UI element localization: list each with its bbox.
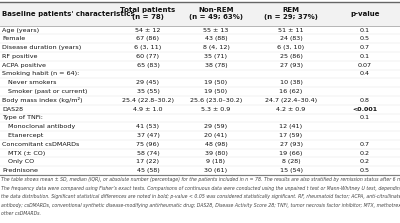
- Text: 19 (50): 19 (50): [204, 80, 228, 85]
- Text: 5.3 ± 0.9: 5.3 ± 0.9: [201, 107, 231, 112]
- Text: 48 (98): 48 (98): [205, 142, 227, 147]
- Text: Age (years): Age (years): [2, 27, 39, 33]
- Text: 17 (59): 17 (59): [280, 133, 302, 138]
- Text: other csDMARDs.: other csDMARDs.: [1, 211, 41, 216]
- Text: 29 (45): 29 (45): [136, 80, 160, 85]
- Text: 0.5: 0.5: [360, 168, 370, 173]
- Text: 0.1: 0.1: [360, 27, 370, 33]
- Text: 19 (66): 19 (66): [279, 151, 303, 156]
- Text: 6 (3, 11): 6 (3, 11): [134, 45, 162, 50]
- Text: 6 (3, 10): 6 (3, 10): [278, 45, 304, 50]
- Text: 0.2: 0.2: [360, 151, 370, 156]
- Text: 8 (28): 8 (28): [282, 159, 300, 164]
- Text: 20 (41): 20 (41): [204, 133, 228, 138]
- Text: 25.4 (22.8–30.2): 25.4 (22.8–30.2): [122, 98, 174, 103]
- Text: Disease duration (years): Disease duration (years): [2, 45, 81, 50]
- Text: 39 (80): 39 (80): [204, 151, 228, 156]
- Text: 45 (58): 45 (58): [137, 168, 159, 173]
- Text: RF positive: RF positive: [2, 54, 38, 59]
- Text: 35 (71): 35 (71): [204, 54, 228, 59]
- Text: 0.1: 0.1: [360, 54, 370, 59]
- Text: <0.001: <0.001: [352, 107, 378, 112]
- Text: 0.07: 0.07: [358, 63, 372, 68]
- Text: The table shows mean ± SD, median (IQR), or absolute number (percentage) for the: The table shows mean ± SD, median (IQR),…: [1, 177, 400, 182]
- Text: 15 (54): 15 (54): [280, 168, 302, 173]
- Bar: [0, 2, 400, 26]
- Text: Smoker (past or current): Smoker (past or current): [2, 89, 87, 94]
- Text: 58 (74): 58 (74): [137, 151, 159, 156]
- Text: 35 (55): 35 (55): [136, 89, 160, 94]
- Text: The frequency data were compared using Fisher’s exact tests. Comparisons of cont: The frequency data were compared using F…: [1, 186, 400, 191]
- Text: MTX (± CO): MTX (± CO): [2, 151, 45, 156]
- Text: 24.7 (22.4–30.4): 24.7 (22.4–30.4): [265, 98, 317, 103]
- Text: 12 (41): 12 (41): [280, 124, 302, 129]
- Text: 60 (77): 60 (77): [136, 54, 160, 59]
- Text: 27 (93): 27 (93): [280, 142, 302, 147]
- Text: 4.9 ± 1.0: 4.9 ± 1.0: [133, 107, 163, 112]
- Text: DAS28: DAS28: [2, 107, 23, 112]
- Text: 10 (38): 10 (38): [280, 80, 302, 85]
- Text: 38 (78): 38 (78): [205, 63, 227, 68]
- Text: 0.2: 0.2: [360, 159, 370, 164]
- Text: 65 (83): 65 (83): [136, 63, 160, 68]
- Text: 67 (86): 67 (86): [136, 36, 160, 41]
- Text: Prednisone: Prednisone: [2, 168, 38, 173]
- Text: 19 (50): 19 (50): [204, 89, 228, 94]
- Text: p-value: p-value: [350, 11, 380, 17]
- Text: 29 (59): 29 (59): [204, 124, 228, 129]
- Text: 17 (22): 17 (22): [136, 159, 160, 164]
- Text: 37 (47): 37 (47): [136, 133, 160, 138]
- Text: Baseline patients' characteristics: Baseline patients' characteristics: [2, 11, 135, 17]
- Text: 27 (93): 27 (93): [280, 63, 302, 68]
- Text: 0.7: 0.7: [360, 142, 370, 147]
- Text: Never smokers: Never smokers: [2, 80, 56, 85]
- Text: 30 (61): 30 (61): [204, 168, 228, 173]
- Text: Total patients
(n = 78): Total patients (n = 78): [120, 7, 176, 21]
- Text: 43 (88): 43 (88): [205, 36, 227, 41]
- Text: REM
(n = 29; 37%): REM (n = 29; 37%): [264, 7, 318, 21]
- Text: antibody; csDMARDs, conventional synthetic disease-modifying antirheumatic drug;: antibody; csDMARDs, conventional synthet…: [1, 203, 400, 208]
- Text: Monoclonal antibody: Monoclonal antibody: [2, 124, 75, 129]
- Text: Etanercept: Etanercept: [2, 133, 43, 138]
- Text: ACPA positive: ACPA positive: [2, 63, 46, 68]
- Text: Body mass index (kg/m²): Body mass index (kg/m²): [2, 97, 82, 103]
- Text: 24 (83): 24 (83): [280, 36, 302, 41]
- Text: 41 (53): 41 (53): [136, 124, 160, 129]
- Text: Female: Female: [2, 36, 25, 41]
- Text: Non-REM
(n = 49; 63%): Non-REM (n = 49; 63%): [189, 7, 243, 21]
- Text: 0.4: 0.4: [360, 72, 370, 76]
- Text: 16 (62): 16 (62): [279, 89, 303, 94]
- Text: Only CO: Only CO: [2, 159, 34, 164]
- Text: 55 ± 13: 55 ± 13: [203, 27, 229, 33]
- Text: Smoking habit (n = 64):: Smoking habit (n = 64):: [2, 72, 79, 76]
- Text: 25 (86): 25 (86): [280, 54, 302, 59]
- Text: 8 (4, 12): 8 (4, 12): [202, 45, 230, 50]
- Text: 4.2 ± 0.9: 4.2 ± 0.9: [276, 107, 306, 112]
- Text: Type of TNFi:: Type of TNFi:: [2, 116, 43, 120]
- Text: 75 (96): 75 (96): [136, 142, 160, 147]
- Text: 0.7: 0.7: [360, 45, 370, 50]
- Text: Concomitant csDMARDs: Concomitant csDMARDs: [2, 142, 79, 147]
- Text: 9 (18): 9 (18): [206, 159, 226, 164]
- Text: 0.1: 0.1: [360, 116, 370, 120]
- Text: 25.6 (23.0–30.2): 25.6 (23.0–30.2): [190, 98, 242, 103]
- Text: 54 ± 12: 54 ± 12: [135, 27, 161, 33]
- Text: 0.5: 0.5: [360, 36, 370, 41]
- Text: the data distribution. Significant statistical differences are noted in bold; p-: the data distribution. Significant stati…: [1, 194, 400, 199]
- Text: 51 ± 11: 51 ± 11: [278, 27, 304, 33]
- Text: 0.8: 0.8: [360, 98, 370, 103]
